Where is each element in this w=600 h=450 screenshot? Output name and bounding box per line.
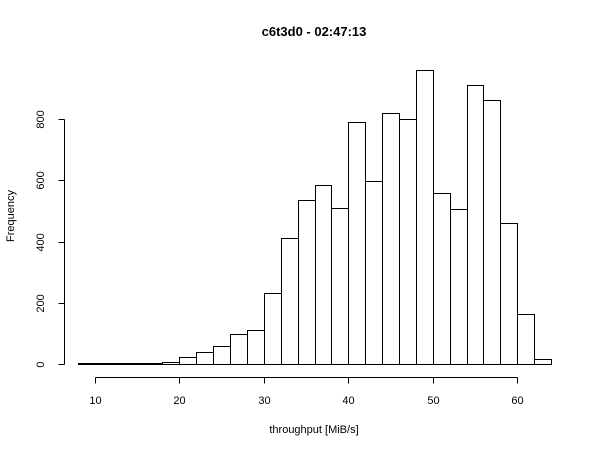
histogram-bar <box>112 363 130 365</box>
histogram-bar <box>162 362 180 365</box>
y-tick-label: 0 <box>35 361 47 367</box>
x-tick-label: 40 <box>342 395 354 407</box>
y-tick-label: 200 <box>35 294 47 312</box>
histogram-bar <box>230 334 248 365</box>
histogram-bar <box>78 363 96 365</box>
histogram-bar <box>534 359 552 365</box>
histogram-bar <box>517 314 535 365</box>
x-tick-label: 50 <box>427 395 439 407</box>
histogram-bar <box>433 193 451 365</box>
chart-title: c6t3d0 - 02:47:13 <box>262 24 367 39</box>
histogram-bar <box>179 357 197 365</box>
histogram-bar <box>146 363 163 365</box>
y-axis-label: Frequency <box>5 190 17 242</box>
histogram-bar <box>298 200 316 365</box>
x-tick-label: 60 <box>511 395 523 407</box>
y-tick-label: 800 <box>35 110 47 128</box>
histogram-bar <box>315 185 332 365</box>
histogram-bar <box>129 363 147 365</box>
y-tick-label: 600 <box>35 171 47 189</box>
histogram-bar <box>348 122 366 365</box>
histogram-bar <box>281 238 299 365</box>
x-tick-label: 20 <box>173 395 185 407</box>
histogram-bar <box>264 293 282 365</box>
histogram-bar <box>399 119 417 365</box>
histogram-bar <box>416 70 434 365</box>
histogram-bar <box>382 113 400 365</box>
histogram-bar <box>247 330 265 365</box>
x-tick-label: 10 <box>89 395 101 407</box>
histogram-bar <box>196 352 214 365</box>
histogram-bar <box>450 209 468 365</box>
x-tick-label: 30 <box>258 395 270 407</box>
x-axis: 10 20 30 40 50 60 <box>89 377 524 407</box>
histogram-bar <box>500 223 518 365</box>
histogram-bar <box>95 363 113 365</box>
histogram-bar <box>365 181 383 365</box>
histogram-bar <box>213 346 231 365</box>
x-axis-label: throughput [MiB/s] <box>269 424 358 436</box>
histogram-bar <box>331 208 349 365</box>
histogram-bar <box>483 100 501 365</box>
y-axis: 0 200 400 600 800 <box>35 110 65 368</box>
y-tick-label: 400 <box>35 233 47 251</box>
bars-group <box>78 70 552 365</box>
histogram-bar <box>467 85 484 365</box>
